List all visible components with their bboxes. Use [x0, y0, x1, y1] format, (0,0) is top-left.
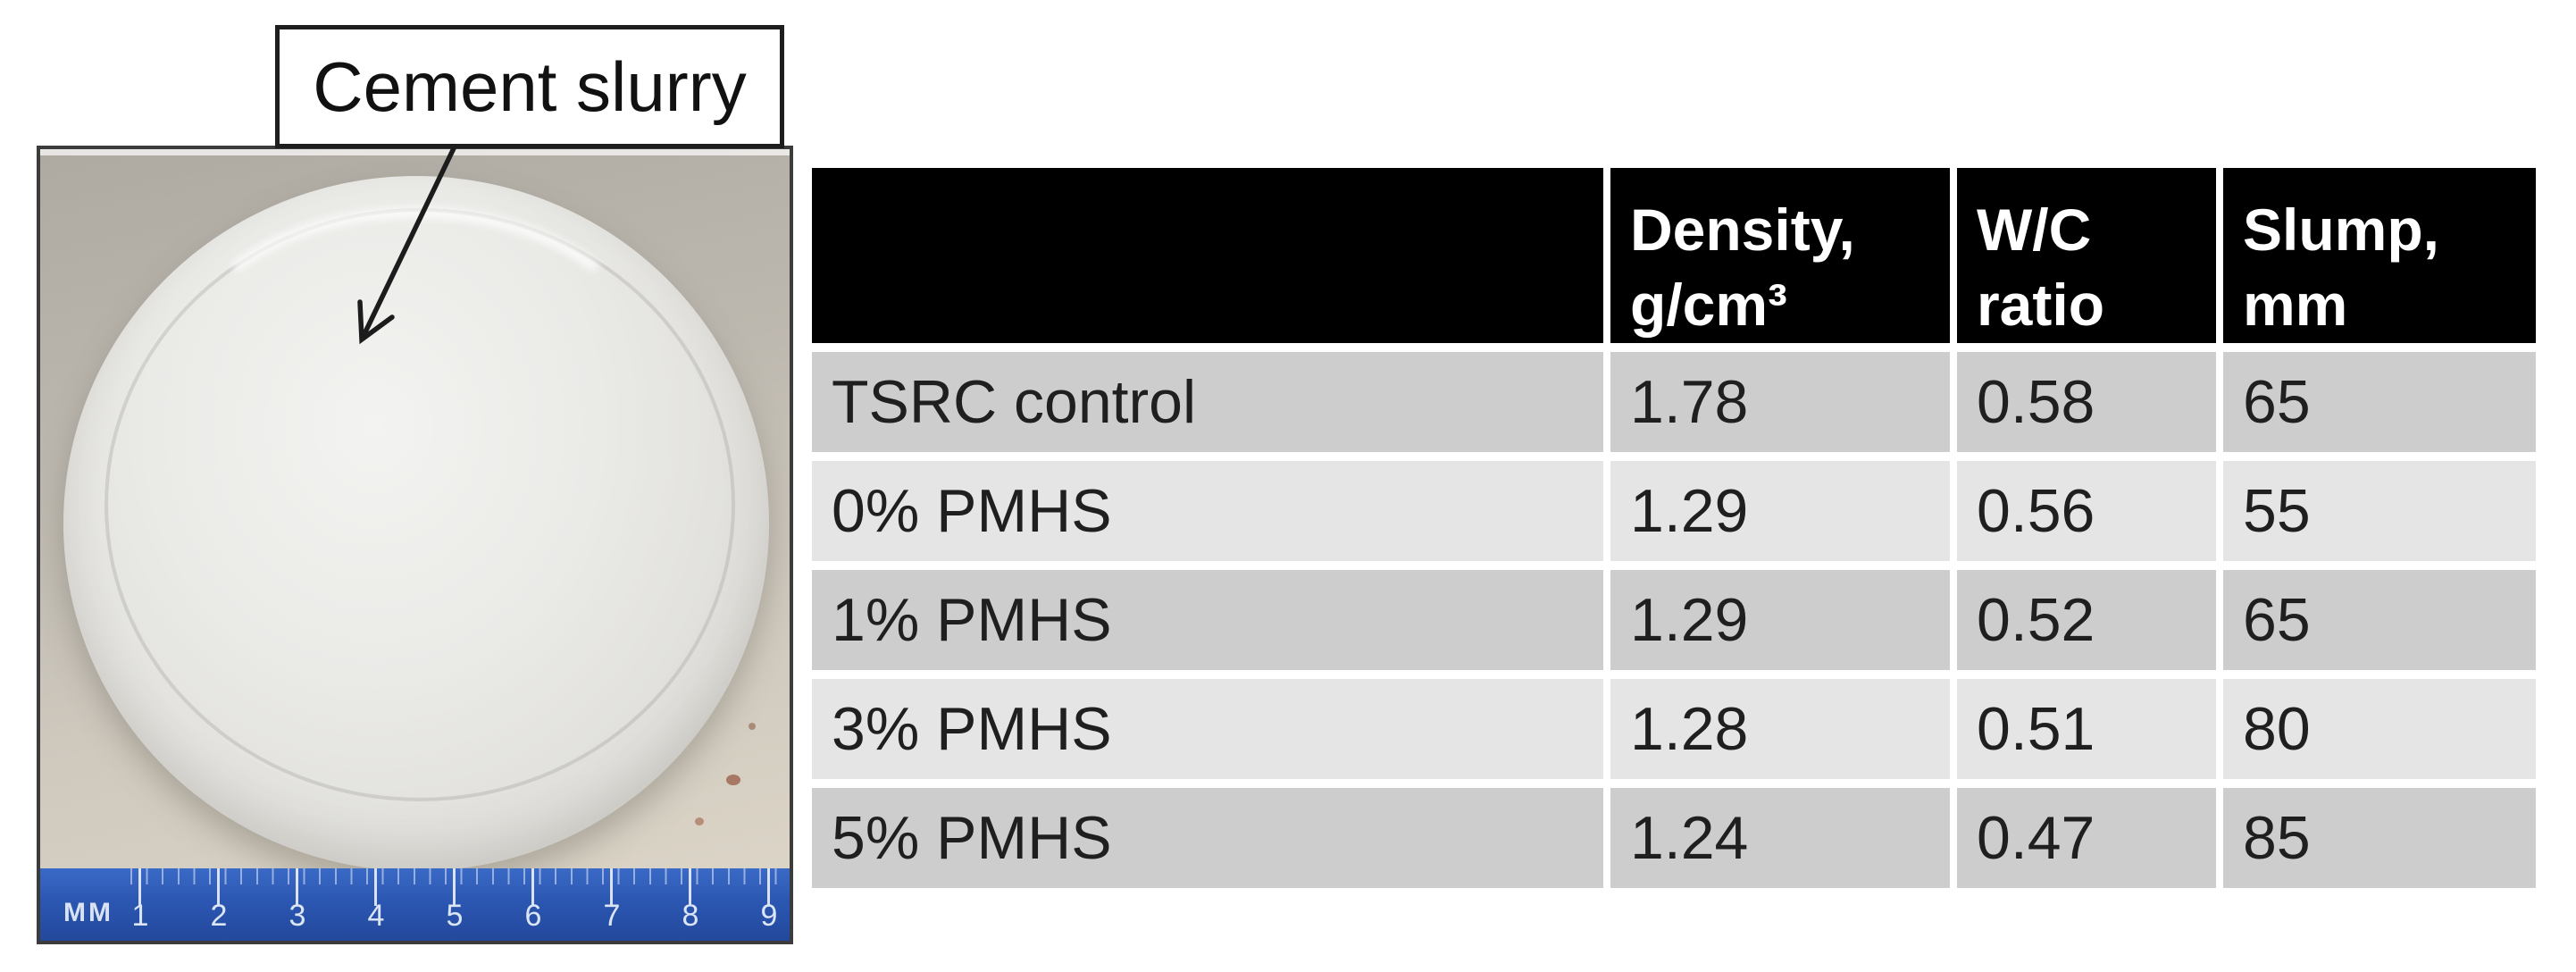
cell-row2-wc: 0.52 — [1957, 570, 2216, 670]
header-cell-slump: Slump, mm — [2223, 168, 2536, 343]
cell-row2-slump: 65 — [2223, 570, 2536, 670]
rust-spot — [726, 775, 740, 785]
cell-row3-density: 1.28 — [1610, 679, 1950, 779]
ruler-number: 7 — [603, 899, 621, 933]
cell-row0-slump: 65 — [2223, 352, 2536, 452]
ruler-number: 8 — [682, 899, 699, 933]
cell-row1-label: 0% PMHS — [812, 461, 1603, 561]
cell-row4-wc: 0.47 — [1957, 788, 2216, 888]
slurry-properties-table: Density, g/cm³ W/C ratio Slump, mm TSRC … — [812, 168, 2536, 888]
cement-slurry-photo: MM 1 2 3 4 5 6 7 8 9 — [37, 146, 793, 944]
cell-row4-slump: 85 — [2223, 788, 2536, 888]
cell-row3-label: 3% PMHS — [812, 679, 1603, 779]
cell-row0-density: 1.78 — [1610, 352, 1950, 452]
header-cell-wc-ratio: W/C ratio — [1957, 168, 2216, 343]
rust-spot — [749, 723, 756, 730]
ruler-number: 5 — [446, 899, 464, 933]
cell-row3-wc: 0.51 — [1957, 679, 2216, 779]
cell-row1-wc: 0.56 — [1957, 461, 2216, 561]
cell-row1-slump: 55 — [2223, 461, 2536, 561]
cell-row0-label: TSRC control — [812, 352, 1603, 452]
ruler-number: 6 — [524, 899, 542, 933]
cell-row1-density: 1.29 — [1610, 461, 1950, 561]
cell-row2-density: 1.29 — [1610, 570, 1950, 670]
blue-ruler: MM 1 2 3 4 5 6 7 8 9 — [40, 868, 790, 941]
ruler-unit-label: MM — [63, 898, 113, 927]
rust-spot — [695, 817, 704, 825]
ruler-number: 3 — [289, 899, 306, 933]
header-cell-blank — [812, 168, 1603, 343]
cell-row3-slump: 80 — [2223, 679, 2536, 779]
ruler-number: 9 — [760, 899, 778, 933]
cell-row4-density: 1.24 — [1610, 788, 1950, 888]
ruler-number: 4 — [367, 899, 385, 933]
header-cell-density: Density, g/cm³ — [1610, 168, 1950, 343]
cell-row0-wc: 0.58 — [1957, 352, 2216, 452]
ruler-number: 1 — [131, 899, 149, 933]
cell-row2-label: 1% PMHS — [812, 570, 1603, 670]
callout-label-box: Cement slurry — [275, 25, 784, 148]
photo-top-strip — [40, 149, 790, 155]
cell-row4-label: 5% PMHS — [812, 788, 1603, 888]
ruler-number: 2 — [210, 899, 228, 933]
disc-highlight — [174, 208, 657, 530]
callout-label-text: Cement slurry — [313, 46, 747, 126]
